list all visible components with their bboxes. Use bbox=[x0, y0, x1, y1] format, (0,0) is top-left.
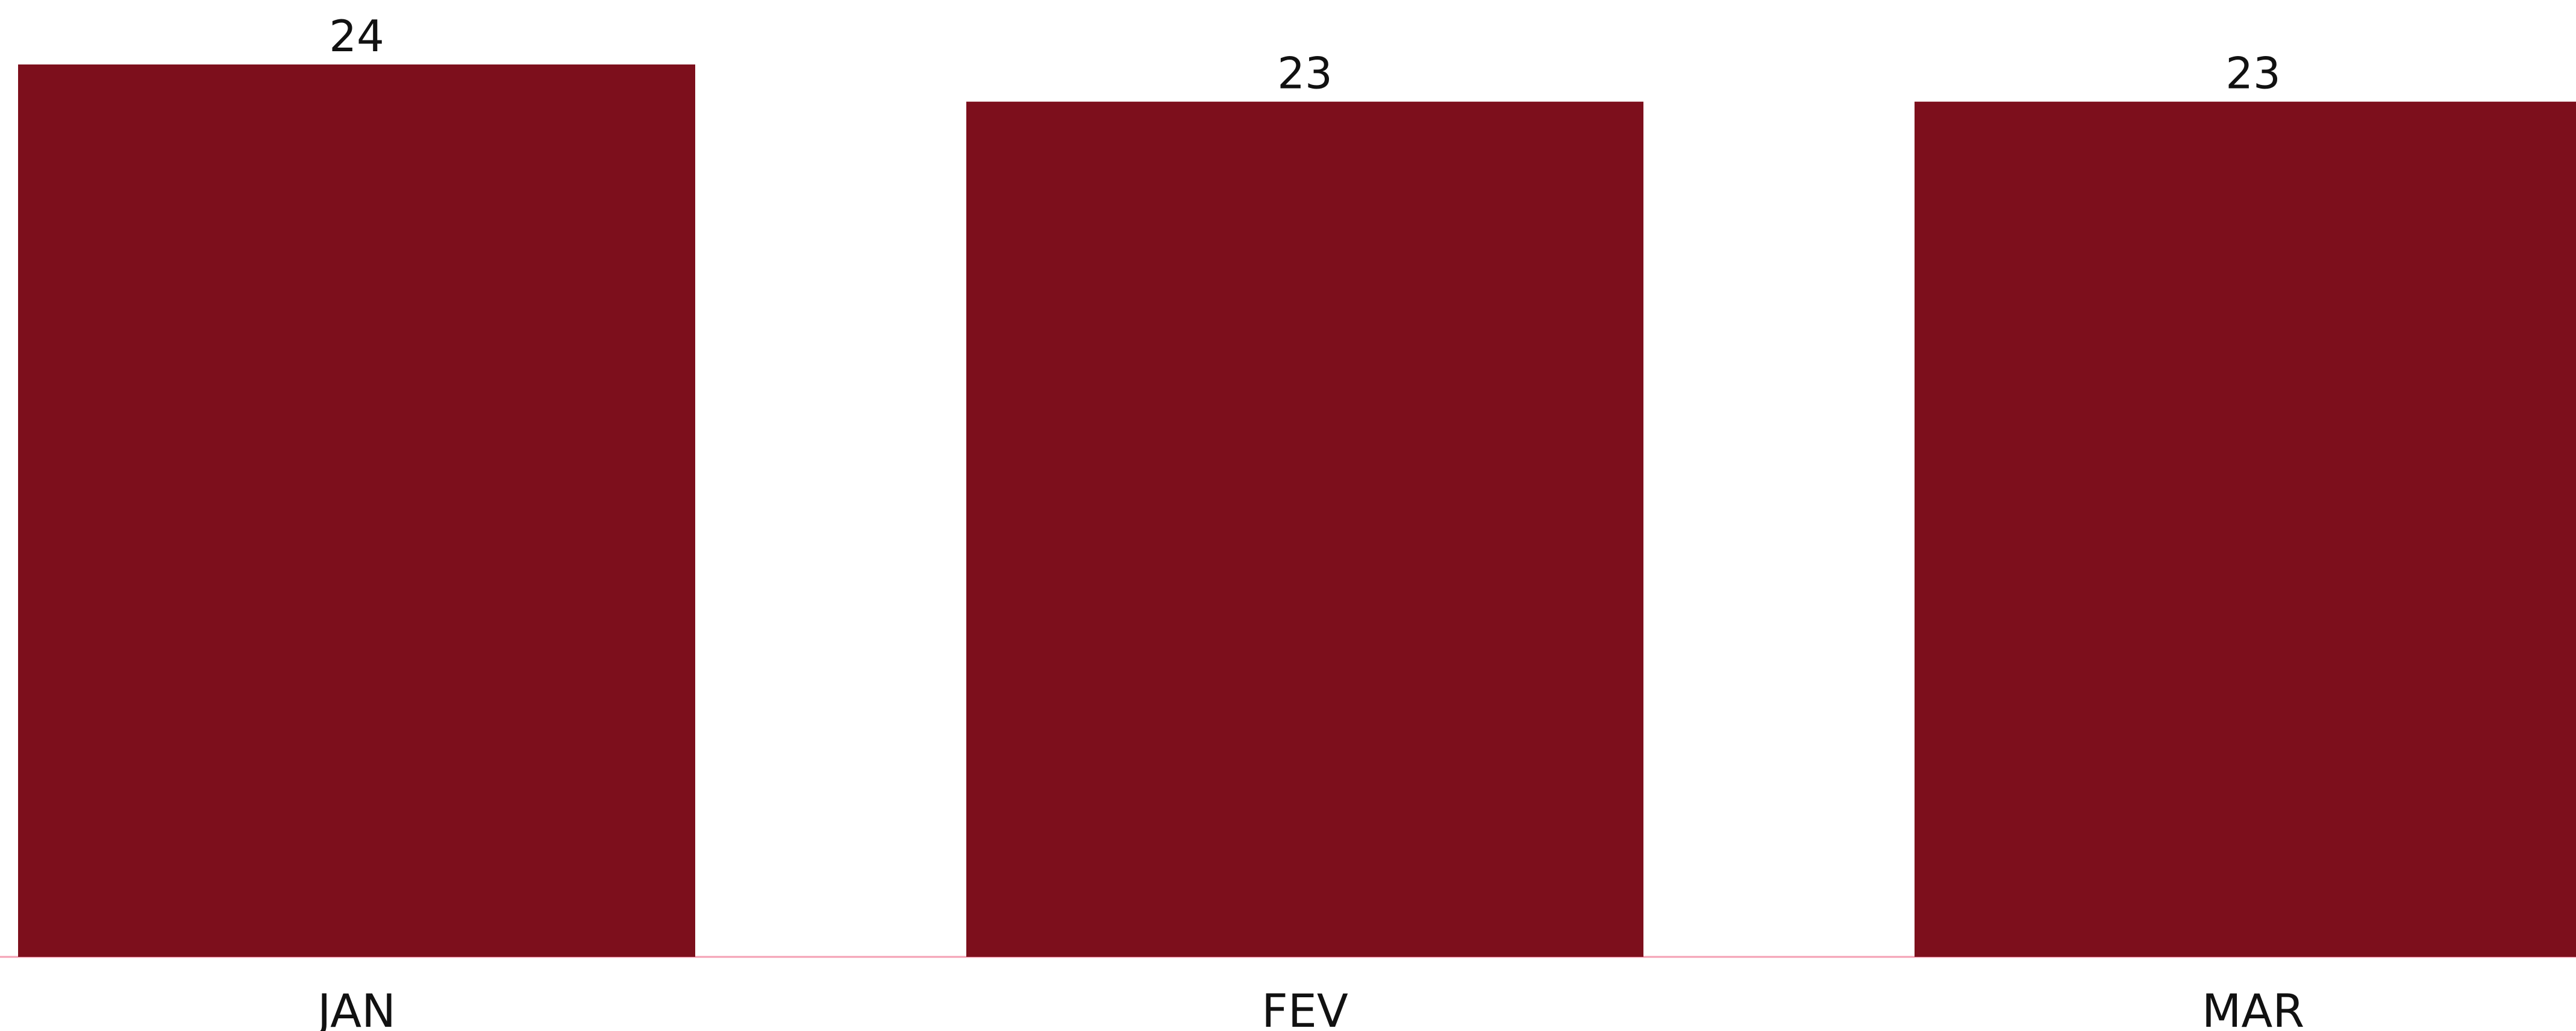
data-label-jan: 24 bbox=[329, 11, 384, 61]
data-label-fev: 23 bbox=[1277, 48, 1333, 99]
bar-jan bbox=[18, 64, 695, 957]
bar-fev bbox=[966, 101, 1643, 957]
bar-mar bbox=[1915, 101, 2576, 957]
data-label-mar: 23 bbox=[2225, 48, 2281, 99]
data-labels: 24 23 23 bbox=[329, 11, 2281, 99]
x-tick-label-mar: MAR bbox=[2202, 984, 2304, 1031]
x-axis-tick-labels: JAN FEV MAR bbox=[315, 984, 2304, 1031]
x-tick-label-fev: FEV bbox=[1261, 984, 1348, 1031]
x-tick-label-jan: JAN bbox=[315, 984, 396, 1031]
bar-series bbox=[18, 64, 2576, 957]
